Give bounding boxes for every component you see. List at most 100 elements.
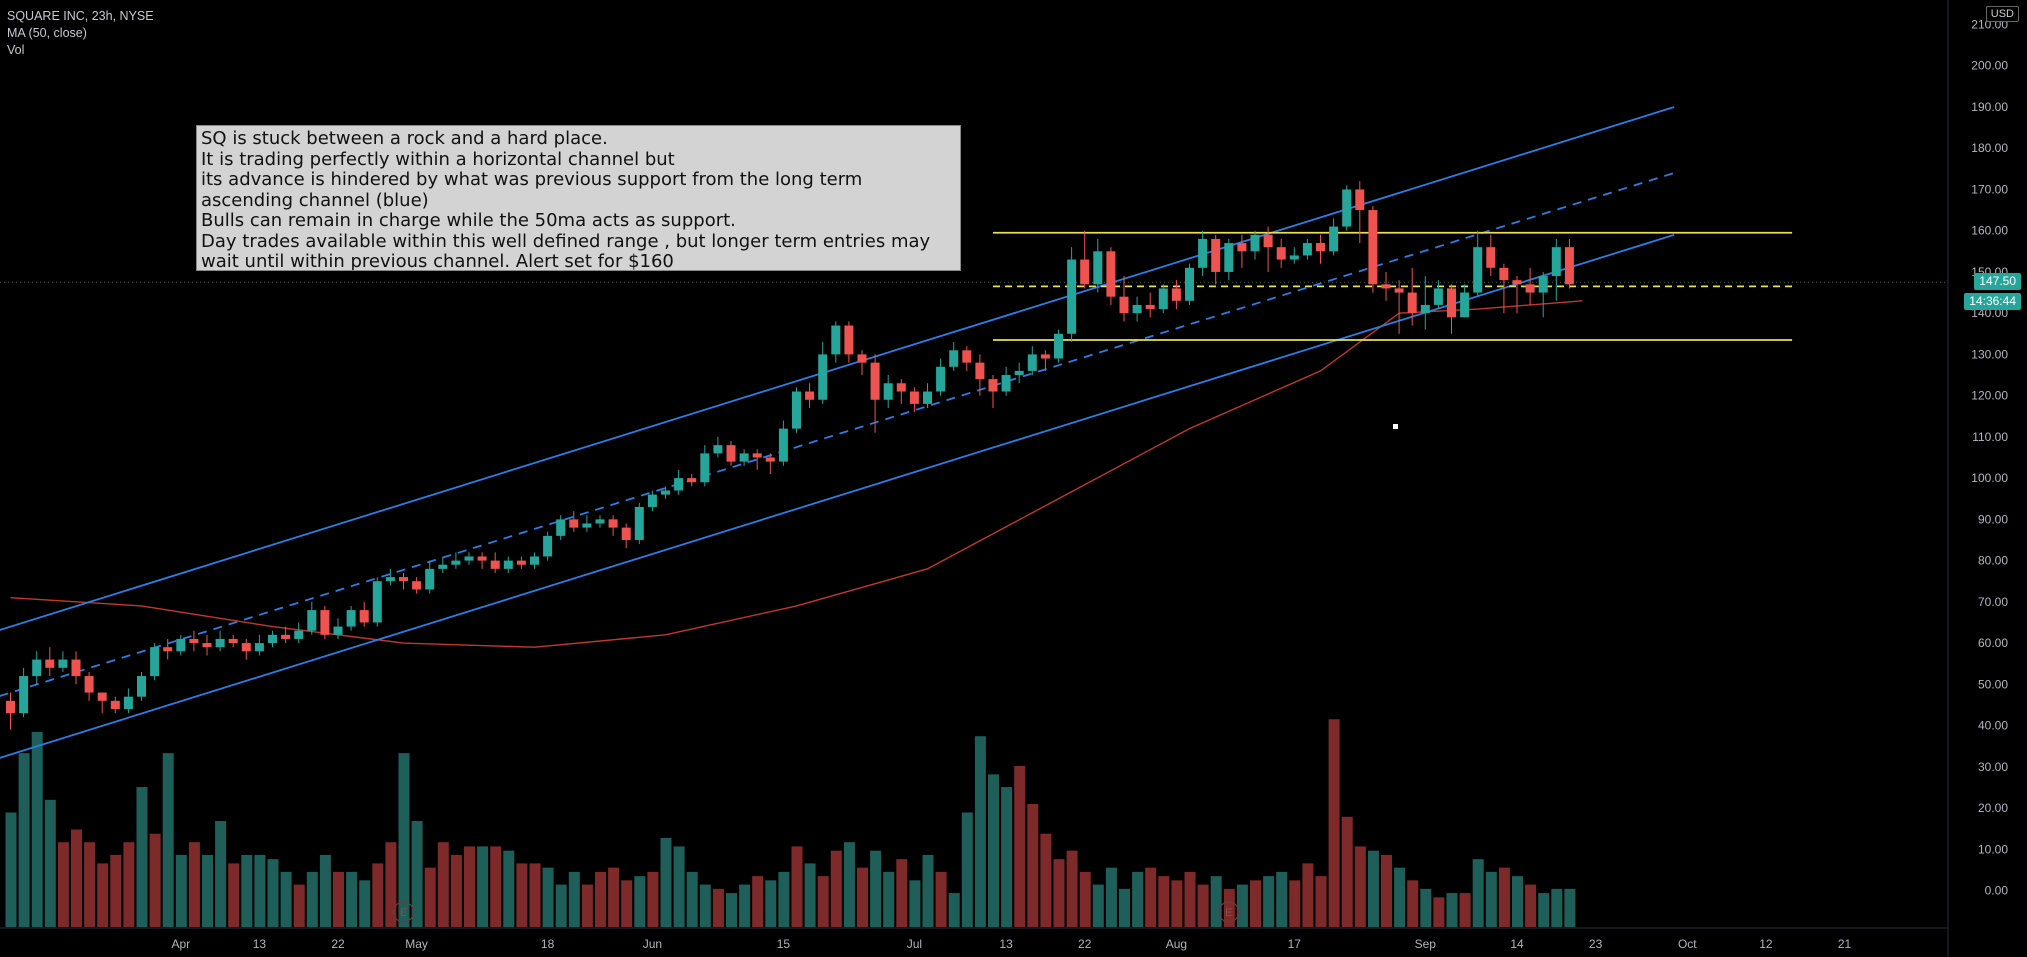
candle-body <box>818 354 828 400</box>
candle-body <box>1080 259 1090 285</box>
analysis-note[interactable]: SQ is stuck between a rock and a hard pl… <box>196 125 961 271</box>
price-axis-label: 40.00 <box>1978 719 2008 733</box>
volume-bar <box>1302 863 1314 927</box>
price-axis-label: 180.00 <box>1971 141 2008 155</box>
candle-body <box>595 519 605 524</box>
candle-body <box>1093 251 1103 285</box>
volume-bar <box>280 871 292 927</box>
volume-bar <box>1381 854 1392 927</box>
earnings-event-icon <box>392 901 415 923</box>
time-axis-label: 12 <box>1759 937 1773 951</box>
earnings-event-label: E <box>1225 907 1232 919</box>
candle-body <box>451 560 461 565</box>
candle-body <box>674 478 684 491</box>
candle-body <box>1211 238 1221 272</box>
candle-body <box>1132 304 1142 314</box>
volume-bar <box>1446 893 1458 927</box>
candle-body <box>202 643 212 648</box>
volume-bar <box>175 854 187 927</box>
volume-bar <box>791 846 803 927</box>
candle-body <box>385 577 395 582</box>
volume-bar <box>84 842 96 927</box>
candle-body <box>1250 234 1260 252</box>
volume-bar <box>726 893 737 927</box>
candle-body <box>752 453 762 458</box>
candle-body <box>792 391 801 429</box>
volume-bar <box>1433 897 1445 927</box>
volume-bar <box>1459 893 1471 927</box>
volume-bar <box>896 859 908 927</box>
volume-bar <box>1197 884 1209 927</box>
volume-bar <box>1564 888 1576 927</box>
volume-bar <box>1328 719 1340 927</box>
volume-bar <box>1394 867 1406 927</box>
candle-body <box>1538 276 1548 293</box>
price-axis-label: 190.00 <box>1971 100 2008 114</box>
volume-bar <box>1263 876 1275 927</box>
candle-body <box>1420 304 1430 314</box>
price-axis-label: 50.00 <box>1978 677 2008 691</box>
candle-body <box>307 610 317 631</box>
candle-body <box>765 457 775 462</box>
volume-bar <box>1485 871 1497 927</box>
candle-body <box>778 428 788 462</box>
candle-body <box>176 638 186 652</box>
volume-bar <box>1145 867 1157 927</box>
candle-body <box>936 366 946 392</box>
candle-body <box>438 564 448 569</box>
volume-bar <box>568 871 580 927</box>
candle-body <box>975 362 985 380</box>
volume-bar <box>18 753 30 927</box>
candle-body <box>661 490 670 495</box>
candle-body <box>45 659 55 668</box>
volume-bar <box>516 863 528 927</box>
volume-bar <box>1079 871 1091 927</box>
candle-body <box>1237 243 1247 252</box>
candle-body <box>1067 259 1077 334</box>
volume-indicator-label[interactable]: Vol <box>7 43 25 57</box>
candle-body <box>1473 247 1483 293</box>
volume-bar <box>306 871 318 927</box>
candle-body <box>1381 284 1391 289</box>
volume-bar <box>581 884 593 927</box>
ma-indicator-label[interactable]: MA (50, close) <box>7 26 87 40</box>
volume-bar <box>398 753 410 927</box>
candle-body <box>1525 284 1535 293</box>
volume-bar <box>385 842 397 927</box>
candle-body <box>399 577 408 582</box>
candle-body <box>1185 267 1194 301</box>
volume-bar <box>5 812 17 927</box>
note-line: ascending channel (blue) <box>201 189 429 211</box>
time-axis-label: 15 <box>777 937 791 951</box>
candle-body <box>254 643 264 652</box>
candle-body <box>988 379 998 392</box>
ma50-line <box>10 300 1583 648</box>
candle-body <box>634 506 644 540</box>
candle-body <box>1433 288 1443 305</box>
volume-bar <box>673 846 685 927</box>
volume-bar <box>1525 884 1537 927</box>
candle-body <box>726 445 736 462</box>
volume-bar <box>254 854 266 927</box>
volume-bar <box>215 821 227 927</box>
volume-bar <box>333 871 344 927</box>
earnings-event-label: E <box>400 907 407 919</box>
time-axis-label: Oct <box>1678 937 1697 951</box>
candle-body <box>464 556 474 561</box>
volume-bar <box>424 867 436 927</box>
volume-bar <box>739 884 751 927</box>
symbol-title[interactable]: SQUARE INC, 23h, NYSE <box>7 9 154 23</box>
volume-bar <box>778 871 790 927</box>
currency-badge[interactable]: USD <box>1985 6 2019 22</box>
candle-body <box>1316 243 1325 252</box>
volume-bar <box>922 854 934 927</box>
candle-body <box>1394 288 1404 293</box>
candle-body <box>281 634 291 639</box>
volume-bar <box>988 774 999 927</box>
volume-bar <box>699 884 711 927</box>
candle-body <box>687 478 697 483</box>
volume-bar <box>1001 787 1013 927</box>
volume-bar <box>843 842 855 927</box>
candle-body <box>320 610 330 635</box>
